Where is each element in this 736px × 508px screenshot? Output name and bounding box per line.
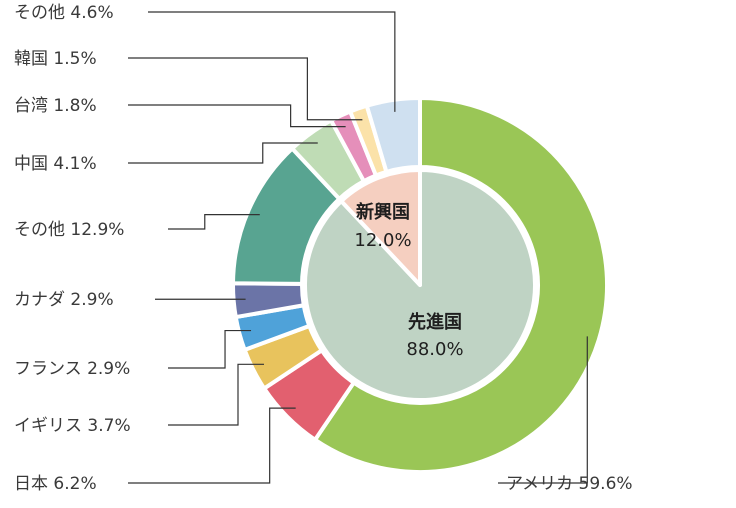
slice-labels: アメリカ 59.6% 日本 6.2% イギリス 3.7% フランス 2.9% カナダ 2… (14, 3, 633, 494)
inner-ring (303, 168, 537, 402)
slice-label: その他 12.9% (14, 220, 124, 240)
slice-label: 中国 4.1% (14, 154, 97, 174)
leader-line (128, 407, 296, 484)
leader-line (128, 57, 363, 121)
outer-ring (231, 96, 609, 474)
leader-line (168, 214, 260, 230)
leader-line (498, 336, 588, 484)
leader-line (128, 142, 318, 164)
slice-label: 台湾 1.8% (14, 96, 97, 116)
slice-label: フランス 2.9% (14, 359, 130, 379)
inner-ring-labels: 新興国 12.0% 先進国 88.0% (354, 201, 463, 360)
leader-line (128, 104, 346, 128)
leader-lines (128, 11, 588, 484)
slice-label: 日本 6.2% (14, 474, 97, 494)
slice-label: イギリス 3.7% (14, 416, 131, 436)
inner-label-value: 12.0% (354, 230, 411, 251)
slice-label: カナダ 2.9% (14, 290, 114, 310)
leader-line (148, 11, 396, 112)
slice-label: その他 4.6% (14, 3, 114, 23)
outer-slice (313, 96, 609, 474)
inner-label-value: 88.0% (406, 339, 463, 360)
slice-label: アメリカ 59.6% (506, 474, 633, 494)
inner-label-name: 新興国 (356, 201, 410, 223)
leader-line (168, 329, 252, 369)
outer-slice (364, 96, 422, 174)
slice-label: 韓国 1.5% (14, 49, 97, 69)
inner-label-name: 先進国 (408, 311, 462, 333)
leader-line (168, 363, 264, 426)
inner-slice (339, 168, 422, 287)
